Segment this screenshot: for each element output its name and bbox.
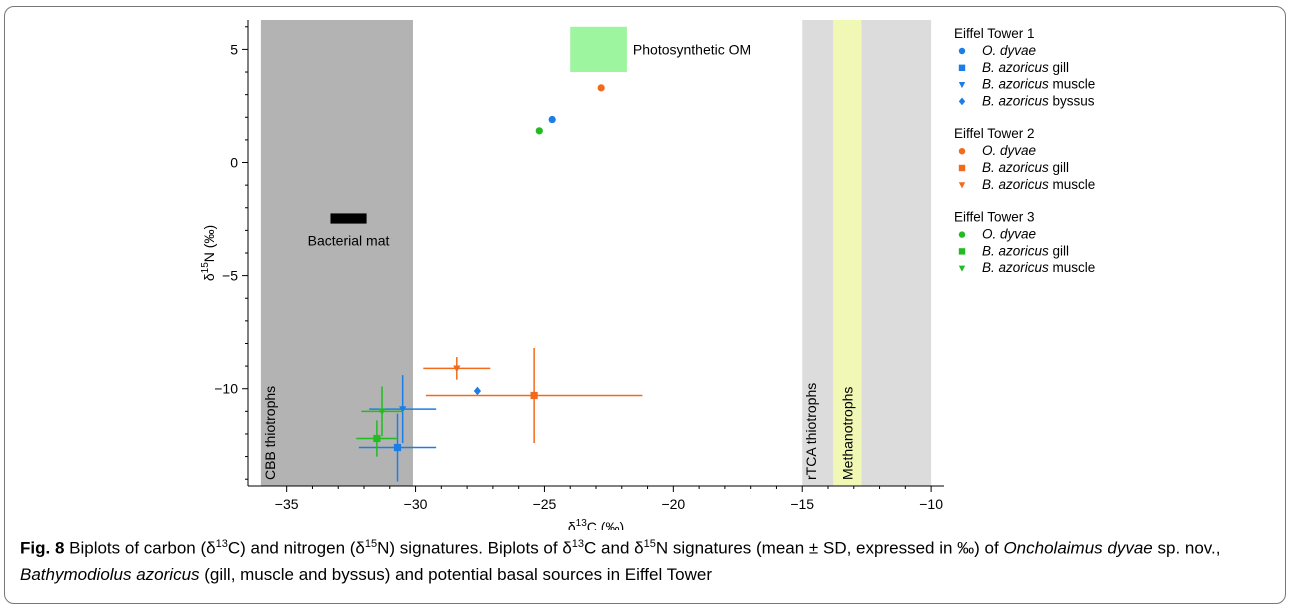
source-box-bacterial-mat: [330, 213, 367, 224]
x-tick-label: −30: [404, 496, 428, 512]
x-axis-title: δ13C (‰): [568, 518, 624, 530]
legend-marker-square: [958, 64, 966, 71]
legend-marker-square: [958, 164, 966, 172]
region-band-cbb-thiotrophs: [260, 20, 413, 486]
figure-caption: Fig. 8 Biplots of carbon (δ13C) and nitr…: [20, 538, 1221, 584]
data-point-et2-square: [530, 391, 538, 400]
region-label-rtca-thiotrophs: rTCA thiotrophs: [803, 383, 819, 480]
data-point-et3-circle: [535, 127, 543, 135]
biplot-chart: CBB thiotrophs rTCA thiotrophs Methanotrop…: [200, 20, 1095, 530]
source-label-bacterial-mat: Bacterial mat: [308, 233, 390, 249]
x-tick-label: −35: [275, 496, 299, 512]
region-band-rtca-thiotrophs: [802, 20, 932, 486]
legend-label: B. azoricus muscle: [982, 177, 1095, 192]
y-axis-title: δ15N (‰): [200, 225, 217, 281]
region-label-cbb-thiotrophs: CBB thiotrophs: [262, 386, 278, 480]
legend-label: B. azoricus muscle: [982, 77, 1095, 92]
x-tick-label: −20: [661, 496, 685, 512]
region-band-methanotrophs: [833, 20, 862, 486]
legend-marker-circle: [958, 231, 966, 238]
x-tick-label: −25: [533, 496, 557, 512]
y-tick-label: 0: [230, 155, 238, 171]
legend-label: O. dyvae: [982, 143, 1036, 158]
legend-label: B. azoricus muscle: [982, 260, 1095, 275]
data-point-et3-triangle: [378, 408, 386, 416]
legend-marker-square: [958, 248, 966, 255]
data-point-et1-triangle: [399, 406, 407, 414]
legend-group-title-3: Eiffel Tower 3: [954, 210, 1035, 225]
legend-label: B. azoricus gill: [982, 243, 1069, 258]
caption-fig-label: Fig. 8: [20, 538, 65, 558]
legend-label: B. azoricus gill: [982, 60, 1069, 75]
legend-marker-circle: [958, 148, 966, 155]
data-point-et2-triangle: [453, 365, 461, 373]
legend-marker-triangle: [958, 265, 966, 272]
x-tick-label: −15: [790, 496, 814, 512]
legend-marker-triangle: [958, 82, 966, 89]
figure-frame: [4, 6, 1286, 604]
legend-group-title-2: Eiffel Tower 2: [954, 126, 1035, 141]
legend-marker-triangle: [958, 182, 966, 189]
legend-label: O. dyvae: [982, 43, 1036, 58]
source-label-photosynthetic-om: Photosynthetic OM: [633, 41, 751, 57]
legend-label: O. dyvae: [982, 227, 1036, 242]
data-point-et3-square: [373, 434, 381, 443]
legend-marker-circle: [958, 47, 966, 55]
source-box-photosynthetic-om: [570, 26, 627, 73]
region-label-methanotrophs: Methanotrophs: [839, 387, 855, 480]
legend-label: B. azoricus byssus: [982, 93, 1095, 108]
data-point-et1-diamond: [473, 386, 482, 396]
data-point-et2-circle: [597, 84, 605, 92]
y-tick-label: −5: [222, 268, 238, 284]
legend-group-title-1: Eiffel Tower 1: [954, 26, 1035, 41]
data-point-et1-circle: [548, 115, 556, 124]
legend-label: B. azoricus gill: [982, 160, 1069, 175]
y-tick-label: 5: [230, 41, 238, 57]
y-tick-label: −10: [214, 381, 238, 397]
legend-marker-diamond: [958, 97, 966, 106]
data-point-et1-square: [393, 443, 402, 452]
x-tick-label: −10: [919, 496, 943, 512]
